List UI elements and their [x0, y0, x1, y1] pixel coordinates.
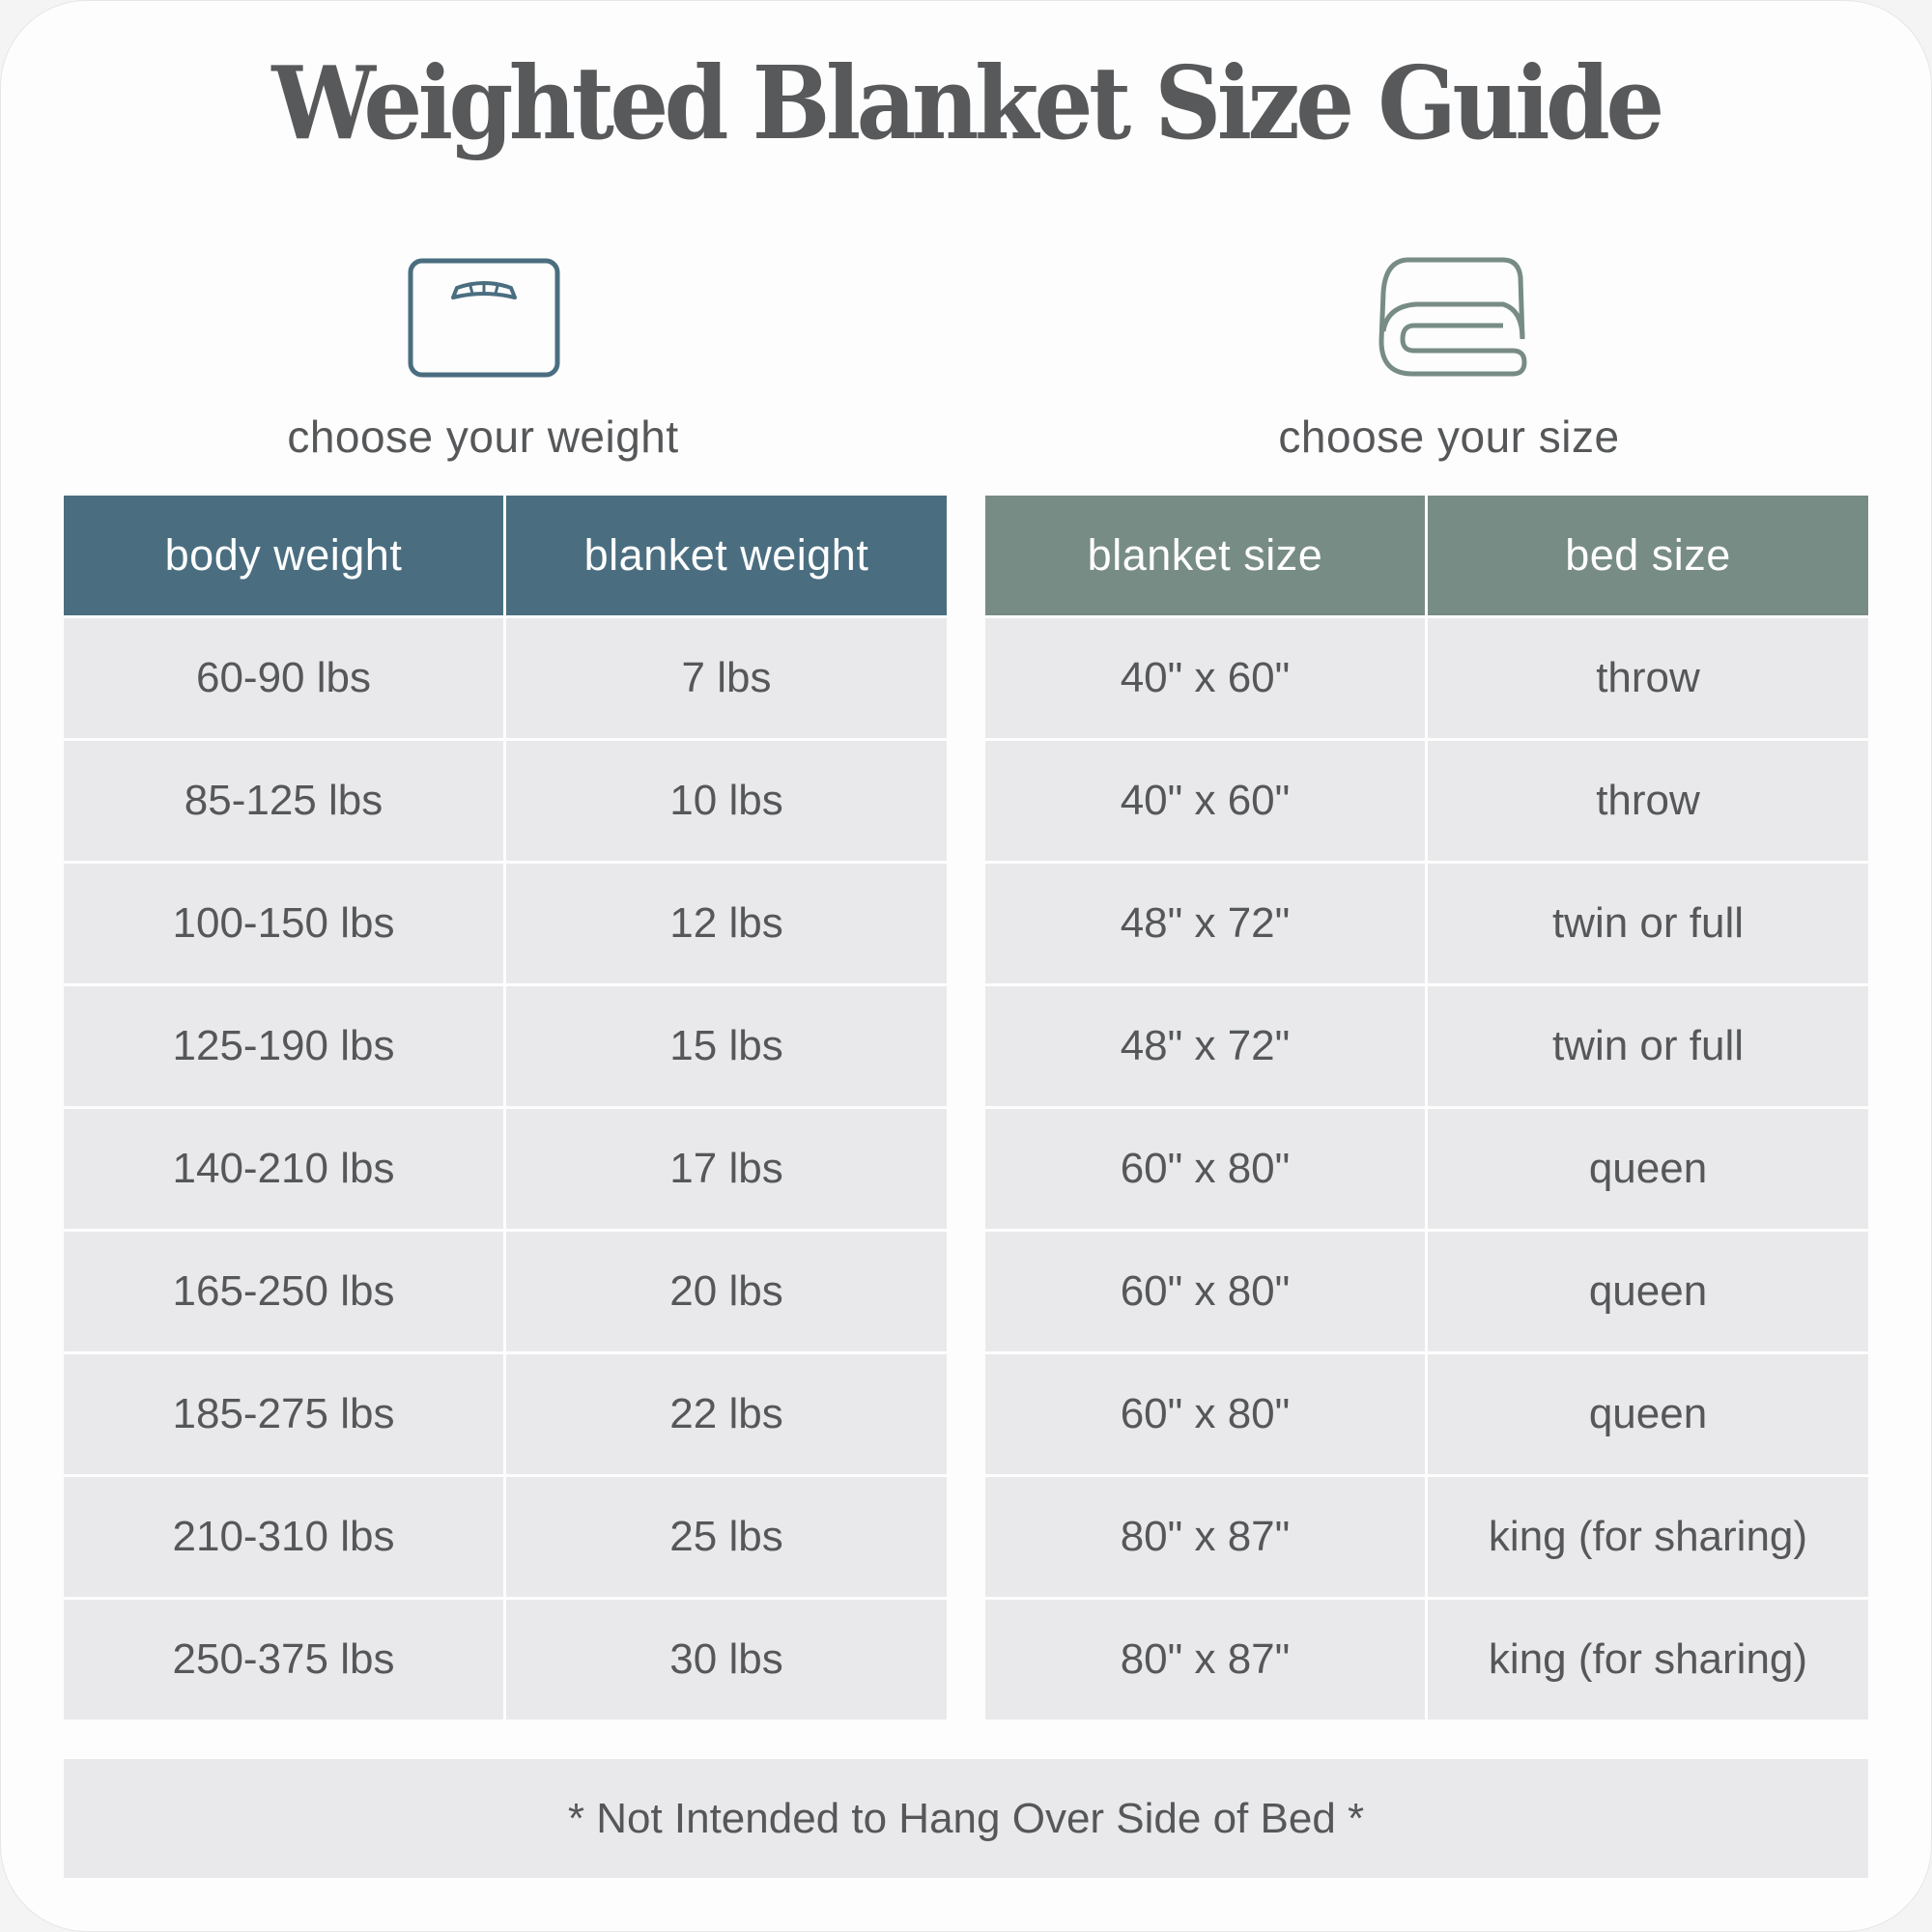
header-bed-size: bed size [1428, 496, 1868, 615]
blanket-weight-cell: 7 lbs [506, 618, 947, 738]
blanket-size-cell: 48" x 72" [985, 986, 1425, 1106]
weight-subtitle: choose your weight [287, 412, 679, 462]
header-blanket-size: blanket size [985, 496, 1425, 615]
blanket-weight-cell: 17 lbs [506, 1109, 947, 1229]
blanket-size-cell: 60" x 80" [985, 1354, 1425, 1474]
bed-size-cell: king (for sharing) [1428, 1600, 1868, 1719]
blanket-weight-cell: 15 lbs [506, 986, 947, 1106]
footer-note: * Not Intended to Hang Over Side of Bed … [64, 1759, 1868, 1878]
blanket-size-cell: 60" x 80" [985, 1232, 1425, 1351]
bed-size-cell: throw [1428, 618, 1868, 738]
header-blanket-weight: blanket weight [506, 496, 947, 615]
body-weight-cell: 85-125 lbs [64, 741, 503, 861]
bed-size-cell: queen [1428, 1354, 1868, 1474]
bed-size-cell: throw [1428, 741, 1868, 861]
body-weight-cell: 185-275 lbs [64, 1354, 503, 1474]
blanket-size-cell: 40" x 60" [985, 741, 1425, 861]
body-weight-cell: 60-90 lbs [64, 618, 503, 738]
body-weight-cell: 125-190 lbs [64, 986, 503, 1106]
body-weight-cell: 140-210 lbs [64, 1109, 503, 1229]
blanket-size-cell: 40" x 60" [985, 618, 1425, 738]
blanket-size-cell: 48" x 72" [985, 864, 1425, 983]
bed-size-cell: twin or full [1428, 986, 1868, 1106]
body-weight-cell: 100-150 lbs [64, 864, 503, 983]
blanket-size-cell: 80" x 87" [985, 1600, 1425, 1719]
page-title: Weighted Blanket Size Guide [271, 43, 1664, 162]
folded-blanket-icon [1378, 257, 1527, 377]
blanket-weight-cell: 22 lbs [506, 1354, 947, 1474]
bathroom-scale-icon [408, 258, 560, 378]
body-weight-cell: 165-250 lbs [64, 1232, 503, 1351]
blanket-weight-cell: 20 lbs [506, 1232, 947, 1351]
bed-size-cell: king (for sharing) [1428, 1477, 1868, 1597]
size-table: blanket size bed size 40" x 60" throw 40… [985, 496, 1868, 1719]
blanket-size-cell: 60" x 80" [985, 1109, 1425, 1229]
blanket-size-cell: 80" x 87" [985, 1477, 1425, 1597]
blanket-weight-cell: 30 lbs [506, 1600, 947, 1719]
body-weight-cell: 250-375 lbs [64, 1600, 503, 1719]
size-subtitle: choose your size [1278, 412, 1620, 462]
weight-table: body weight blanket weight 60-90 lbs 7 l… [64, 496, 947, 1719]
blanket-weight-cell: 12 lbs [506, 864, 947, 983]
blanket-weight-cell: 10 lbs [506, 741, 947, 861]
body-weight-cell: 210-310 lbs [64, 1477, 503, 1597]
header-body-weight: body weight [64, 496, 503, 615]
bed-size-cell: queen [1428, 1232, 1868, 1351]
blanket-weight-cell: 25 lbs [506, 1477, 947, 1597]
bed-size-cell: twin or full [1428, 864, 1868, 983]
bed-size-cell: queen [1428, 1109, 1868, 1229]
